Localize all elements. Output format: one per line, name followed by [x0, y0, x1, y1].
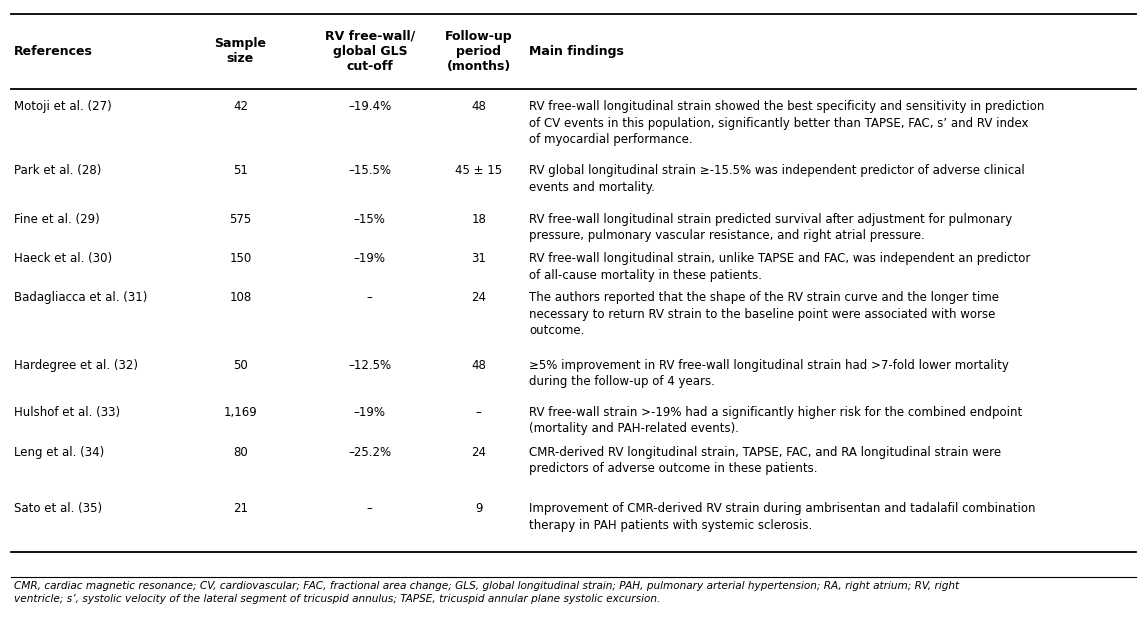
Text: RV free-wall longitudinal strain showed the best specificity and sensitivity in : RV free-wall longitudinal strain showed … — [529, 100, 1044, 146]
Text: 150: 150 — [229, 252, 252, 265]
Text: 80: 80 — [234, 446, 247, 459]
Text: 42: 42 — [232, 100, 248, 113]
Text: –19.4%: –19.4% — [348, 100, 392, 113]
Text: 24: 24 — [471, 291, 487, 304]
Text: Fine et al. (29): Fine et al. (29) — [14, 213, 100, 226]
Text: –15.5%: –15.5% — [348, 164, 392, 177]
Text: CMR-derived RV longitudinal strain, TAPSE, FAC, and RA longitudinal strain were
: CMR-derived RV longitudinal strain, TAPS… — [529, 446, 1001, 475]
Text: 575: 575 — [229, 213, 252, 226]
Text: –19%: –19% — [354, 252, 386, 265]
Text: RV global longitudinal strain ≥-15.5% was independent predictor of adverse clini: RV global longitudinal strain ≥-15.5% wa… — [529, 164, 1025, 193]
Text: Main findings: Main findings — [529, 45, 624, 58]
Text: Improvement of CMR-derived RV strain during ambrisentan and tadalafil combinatio: Improvement of CMR-derived RV strain dur… — [529, 502, 1035, 531]
Text: 1,169: 1,169 — [223, 406, 258, 419]
Text: Park et al. (28): Park et al. (28) — [14, 164, 101, 177]
Text: ≥5% improvement in RV free-wall longitudinal strain had >7-fold lower mortality
: ≥5% improvement in RV free-wall longitud… — [529, 359, 1009, 388]
Text: RV free-wall longitudinal strain, unlike TAPSE and FAC, was independent an predi: RV free-wall longitudinal strain, unlike… — [529, 252, 1030, 282]
Text: 48: 48 — [472, 359, 485, 372]
Text: 18: 18 — [472, 213, 485, 226]
Text: –25.2%: –25.2% — [348, 446, 392, 459]
Text: 45 ± 15: 45 ± 15 — [455, 164, 503, 177]
Text: RV free-wall/
global GLS
cut-off: RV free-wall/ global GLS cut-off — [325, 30, 414, 73]
Text: –: – — [475, 406, 482, 419]
Text: –: – — [366, 502, 373, 515]
Text: CMR, cardiac magnetic resonance; CV, cardiovascular; FAC, fractional area change: CMR, cardiac magnetic resonance; CV, car… — [14, 581, 958, 603]
Text: Hardegree et al. (32): Hardegree et al. (32) — [14, 359, 137, 372]
Text: Follow-up
period
(months): Follow-up period (months) — [444, 30, 513, 73]
Text: 31: 31 — [472, 252, 485, 265]
Text: 51: 51 — [234, 164, 247, 177]
Text: Badagliacca et al. (31): Badagliacca et al. (31) — [14, 291, 147, 304]
Text: RV free-wall strain >-19% had a significantly higher risk for the combined endpo: RV free-wall strain >-19% had a signific… — [529, 406, 1022, 435]
Text: Motoji et al. (27): Motoji et al. (27) — [14, 100, 111, 113]
Text: RV free-wall longitudinal strain predicted survival after adjustment for pulmona: RV free-wall longitudinal strain predict… — [529, 213, 1012, 242]
Text: –: – — [366, 291, 373, 304]
Text: 21: 21 — [232, 502, 248, 515]
Text: Hulshof et al. (33): Hulshof et al. (33) — [14, 406, 120, 419]
Text: –15%: –15% — [354, 213, 386, 226]
Text: 9: 9 — [475, 502, 482, 515]
Text: 50: 50 — [234, 359, 247, 372]
Text: 48: 48 — [472, 100, 485, 113]
Text: –19%: –19% — [354, 406, 386, 419]
Text: –12.5%: –12.5% — [348, 359, 392, 372]
Text: 108: 108 — [229, 291, 252, 304]
Text: References: References — [14, 45, 93, 58]
Text: Sample
size: Sample size — [214, 38, 267, 65]
Text: Sato et al. (35): Sato et al. (35) — [14, 502, 102, 515]
Text: Leng et al. (34): Leng et al. (34) — [14, 446, 104, 459]
Text: The authors reported that the shape of the RV strain curve and the longer time
n: The authors reported that the shape of t… — [529, 291, 998, 337]
Text: 24: 24 — [471, 446, 487, 459]
Text: Haeck et al. (30): Haeck et al. (30) — [14, 252, 112, 265]
